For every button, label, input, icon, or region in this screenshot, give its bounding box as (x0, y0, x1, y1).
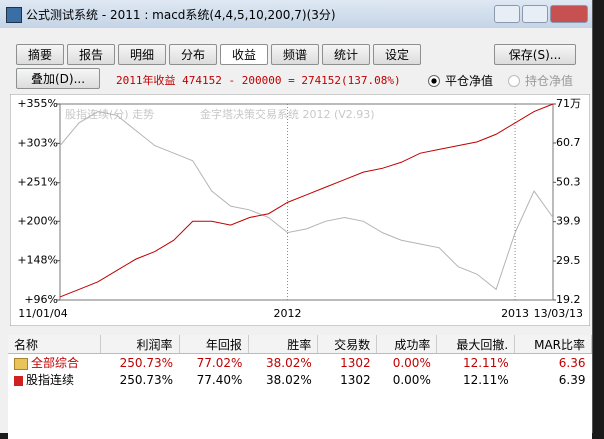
window-title: 公式测试系统 - 2011 : macd系统(4,4,5,10,200,7)(3… (26, 7, 336, 22)
series-icon (14, 375, 23, 386)
tab[interactable]: 频谱 (271, 44, 319, 65)
column-header: 最大回撤. (436, 335, 516, 354)
column-header: 成功率 (376, 335, 438, 354)
empty-cell (8, 388, 592, 405)
title-bar: 公式测试系统 - 2011 : macd系统(4,4,5,10,200,7)(3… (0, 0, 592, 28)
column-header: 交易数 (317, 335, 378, 354)
y2-tick-label: 50.3 (556, 175, 581, 188)
y-tick-label: +251% (17, 176, 58, 189)
empty-cell (8, 422, 592, 439)
radio-label: 持仓净值 (525, 74, 574, 88)
column-header: 胜率 (248, 335, 319, 354)
table-cell: 1302 (318, 371, 377, 388)
empty-cell (8, 405, 592, 422)
table-row[interactable]: 全部综合 250.73% 77.02% 38.02% 1302 0.00% 12.11% 6.… (8, 354, 592, 372)
cell-text: 12.11% (462, 372, 509, 387)
y-tick-label: +148% (17, 254, 58, 267)
tab[interactable]: 摘要 (16, 44, 64, 65)
y-tick-label: +96% (24, 293, 58, 306)
table-cell: 38.02% (248, 371, 317, 388)
table-cell: 0.00% (377, 371, 437, 388)
y-tick-label: +355% (17, 97, 58, 110)
y2-tick-label: 39.9 (556, 215, 581, 228)
radio-label: 平仓净值 (445, 74, 494, 88)
result-table: 名称 利润率 年回报 胜率 交易数 成功率 最大回撤. MAR比率全部综合 250.73% 77.… (8, 335, 592, 439)
table-cell: 250.73% (101, 354, 180, 372)
plot-area (59, 103, 554, 301)
table-cell: 12.11% (437, 354, 515, 372)
radio-close-equity[interactable]: 平仓净值 (428, 72, 493, 89)
x-tick-label: 2012 (274, 307, 302, 320)
maximize[interactable] (522, 5, 548, 23)
series-line (59, 111, 554, 291)
cell-text: 6.36 (558, 355, 586, 370)
save-button[interactable]: 保存(S)... (494, 44, 576, 65)
series-line (59, 103, 554, 298)
cell-text: 38.02% (266, 355, 312, 370)
tab[interactable]: 分布 (169, 44, 217, 65)
y2-tick-label: 19.2 (556, 293, 581, 306)
cell-text: 6.39 (558, 372, 586, 387)
tab[interactable]: 统计 (322, 44, 370, 65)
table-cell: 12.11% (437, 371, 515, 388)
empty-row (8, 405, 592, 422)
cell-text: 38.02% (266, 372, 312, 387)
column-header: 名称 (8, 335, 101, 354)
table-cell: 0.00% (377, 354, 437, 372)
tab[interactable]: 明细 (118, 44, 166, 65)
cell-text: 股指连续 (26, 373, 75, 387)
table-row[interactable]: 股指连续 250.73% 77.40% 38.02% 1302 0.00% 12.11% 6.… (8, 371, 592, 388)
cell-text: 77.40% (196, 372, 243, 387)
header-row: 名称 利润率 年回报 胜率 交易数 成功率 最大回撤. MAR比率 (8, 335, 592, 354)
table-cell: 38.02% (248, 354, 317, 372)
x-tick-label: 11/01/04 (18, 307, 67, 320)
minimize[interactable] (494, 5, 520, 23)
app-icon (6, 7, 22, 23)
table-cell: 77.02% (179, 354, 248, 372)
tab[interactable]: 收益 (220, 44, 268, 65)
y-tick-label: +200% (17, 214, 58, 227)
summary: 2011年收益 474152 - 200000 = 274152(137.08%… (116, 74, 401, 87)
column-header: 年回报 (179, 335, 249, 354)
column-header: MAR比率 (514, 335, 592, 354)
cell-text: 250.73% (119, 372, 174, 387)
chart: 股指连续(分) 走势 金字塔决策交易系统 2012 (V2.93)+96%+148… (10, 94, 590, 326)
table-cell: 77.40% (179, 371, 248, 388)
cell-text: 0.00% (392, 372, 431, 387)
radio-hold-equity: 持仓净值 (508, 72, 573, 89)
close[interactable] (550, 5, 588, 23)
cell-text: 250.73% (119, 355, 174, 370)
column-header: 利润率 (100, 335, 180, 354)
table-cell: 6.36 (515, 354, 592, 372)
tab[interactable]: 报告 (67, 44, 115, 65)
empty-row (8, 422, 592, 439)
empty-row (8, 388, 592, 405)
x-tick-label: 13/03/13 (534, 307, 583, 320)
y2-tick-label: 60.7 (556, 136, 581, 149)
y2-tick-label: 71万 (556, 97, 581, 110)
cell-text: 全部综合 (31, 356, 80, 370)
cell-text: 0.00% (392, 355, 431, 370)
cell-text: 77.02% (196, 355, 243, 370)
y2-tick-label: 29.5 (556, 254, 581, 267)
table-cell: 250.73% (101, 371, 180, 388)
table-cell: 股指连续 (8, 371, 101, 388)
cell-text: 1302 (340, 372, 371, 387)
table-cell: 1302 (318, 354, 377, 372)
table-cell: 全部综合 (8, 354, 101, 372)
overlay-button[interactable]: 叠加(D)... (16, 68, 100, 89)
x-tick-label: 2013 (501, 307, 529, 320)
y-tick-label: +303% (17, 136, 58, 149)
table-cell: 6.39 (515, 371, 592, 388)
cell-text: 12.11% (462, 355, 509, 370)
folder-icon (14, 357, 28, 370)
tab[interactable]: 设定 (373, 44, 421, 65)
cell-text: 1302 (340, 355, 371, 370)
